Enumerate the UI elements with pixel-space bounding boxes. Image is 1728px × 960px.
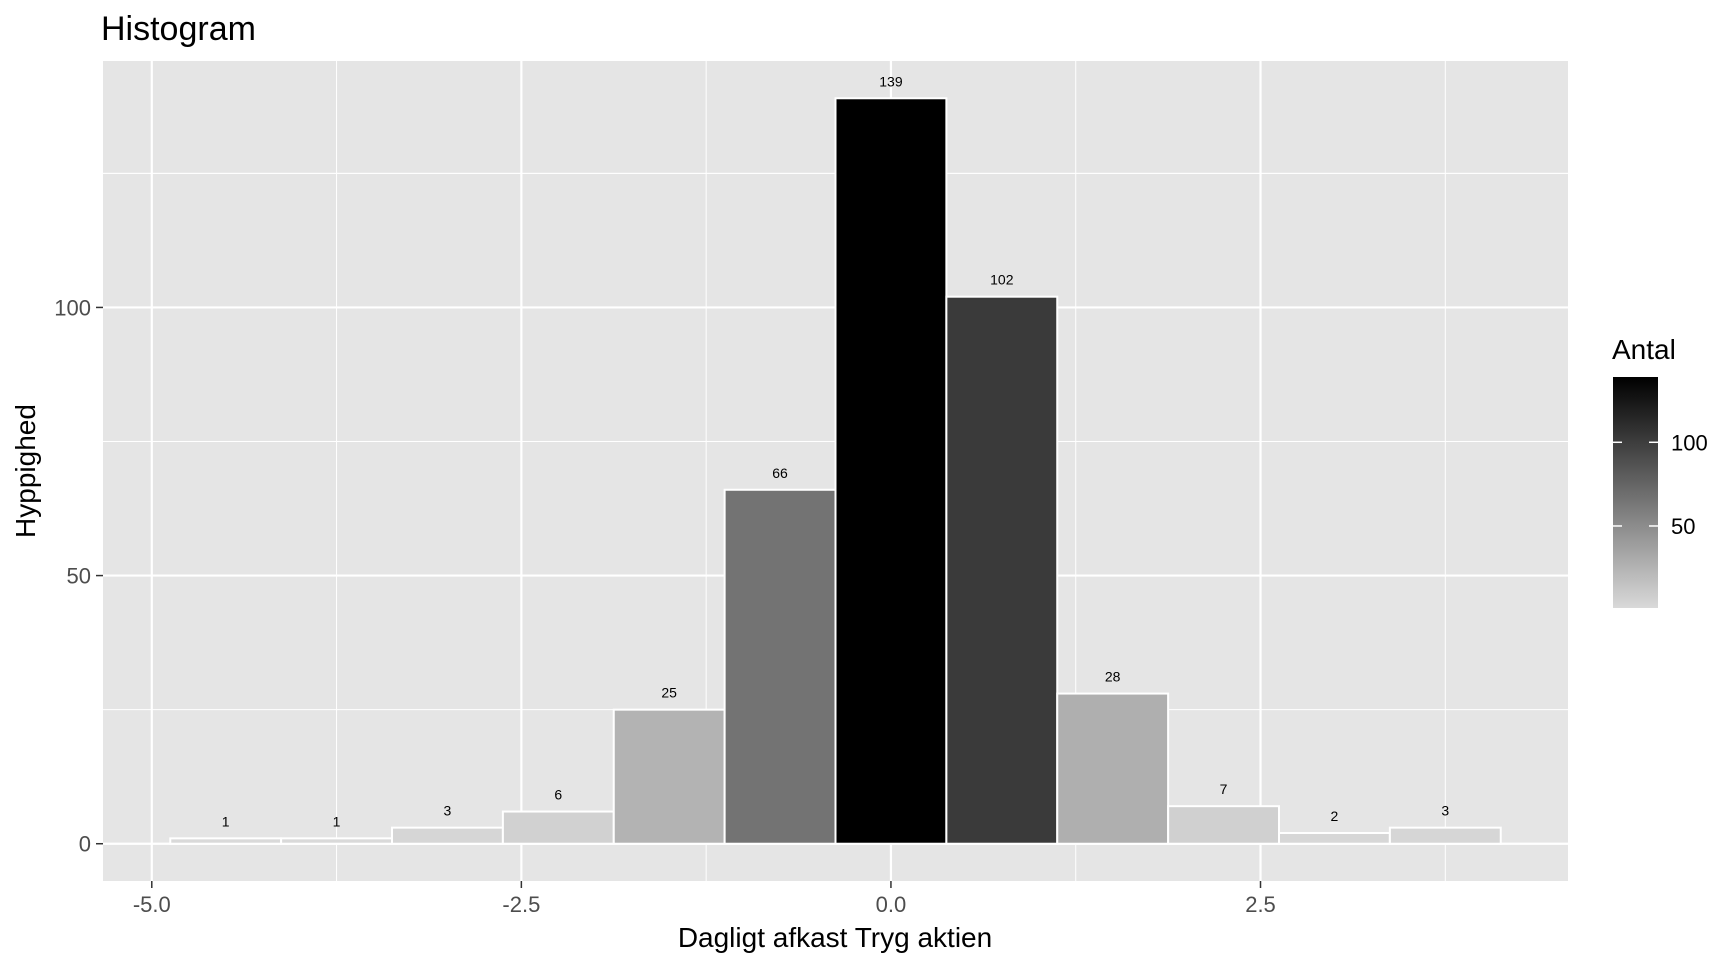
bar-count-label: 3 <box>1441 803 1449 819</box>
histogram-bar <box>945 295 1059 845</box>
bar-count-label: 1 <box>222 813 230 829</box>
legend-break-label: 100 <box>1671 430 1708 455</box>
chart-title: Histogram <box>101 10 256 48</box>
y-tick-label: 50 <box>67 564 91 589</box>
histogram-bar <box>1056 692 1170 845</box>
legend: Antal 50 100 <box>1612 334 1708 608</box>
x-tick-label: -5.0 <box>133 892 171 917</box>
bars <box>169 97 1502 845</box>
x-tick-label: 0.0 <box>876 892 907 917</box>
x-tick-label: -2.5 <box>502 892 540 917</box>
bar-count-label: 1 <box>333 813 341 829</box>
histogram-bar <box>1277 832 1391 845</box>
histogram-bar <box>1167 805 1280 845</box>
histogram-bar <box>501 810 615 845</box>
bar-count-label: 6 <box>554 787 562 803</box>
bar-count-label: 139 <box>879 73 903 89</box>
x-tick-label: 2.5 <box>1245 892 1276 917</box>
legend-break-label: 50 <box>1671 514 1695 539</box>
legend-colorbar <box>1613 377 1658 608</box>
histogram-bar <box>280 837 394 845</box>
bar-count-label: 3 <box>444 803 452 819</box>
bar-count-label: 66 <box>772 465 788 481</box>
y-axis-title: Hyppighed <box>10 404 41 538</box>
bar-count-label: 25 <box>661 685 677 701</box>
histogram-bar <box>834 97 948 845</box>
x-axis: -5.0 -2.5 0.0 2.5 <box>133 881 1276 917</box>
y-axis: 0 50 100 <box>54 295 103 857</box>
histogram-bar <box>723 488 837 845</box>
bar-count-label: 102 <box>990 272 1014 288</box>
bar-count-label: 28 <box>1105 669 1121 685</box>
histogram-bar <box>1388 826 1502 845</box>
y-tick-label: 0 <box>79 832 91 857</box>
x-axis-title: Dagligt afkast Tryg aktien <box>678 922 992 953</box>
histogram-bar <box>391 826 504 845</box>
legend-title: Antal <box>1612 334 1676 365</box>
bar-count-label: 7 <box>1220 781 1228 797</box>
bar-count-label: 2 <box>1331 808 1339 824</box>
histogram-bar <box>169 837 283 845</box>
y-tick-label: 100 <box>54 295 91 320</box>
data-labels: 1 1 3 6 25 66 139 102 28 7 2 3 <box>222 73 1450 829</box>
histogram-bar <box>612 708 726 845</box>
legend-breaks: 50 100 <box>1613 430 1708 539</box>
